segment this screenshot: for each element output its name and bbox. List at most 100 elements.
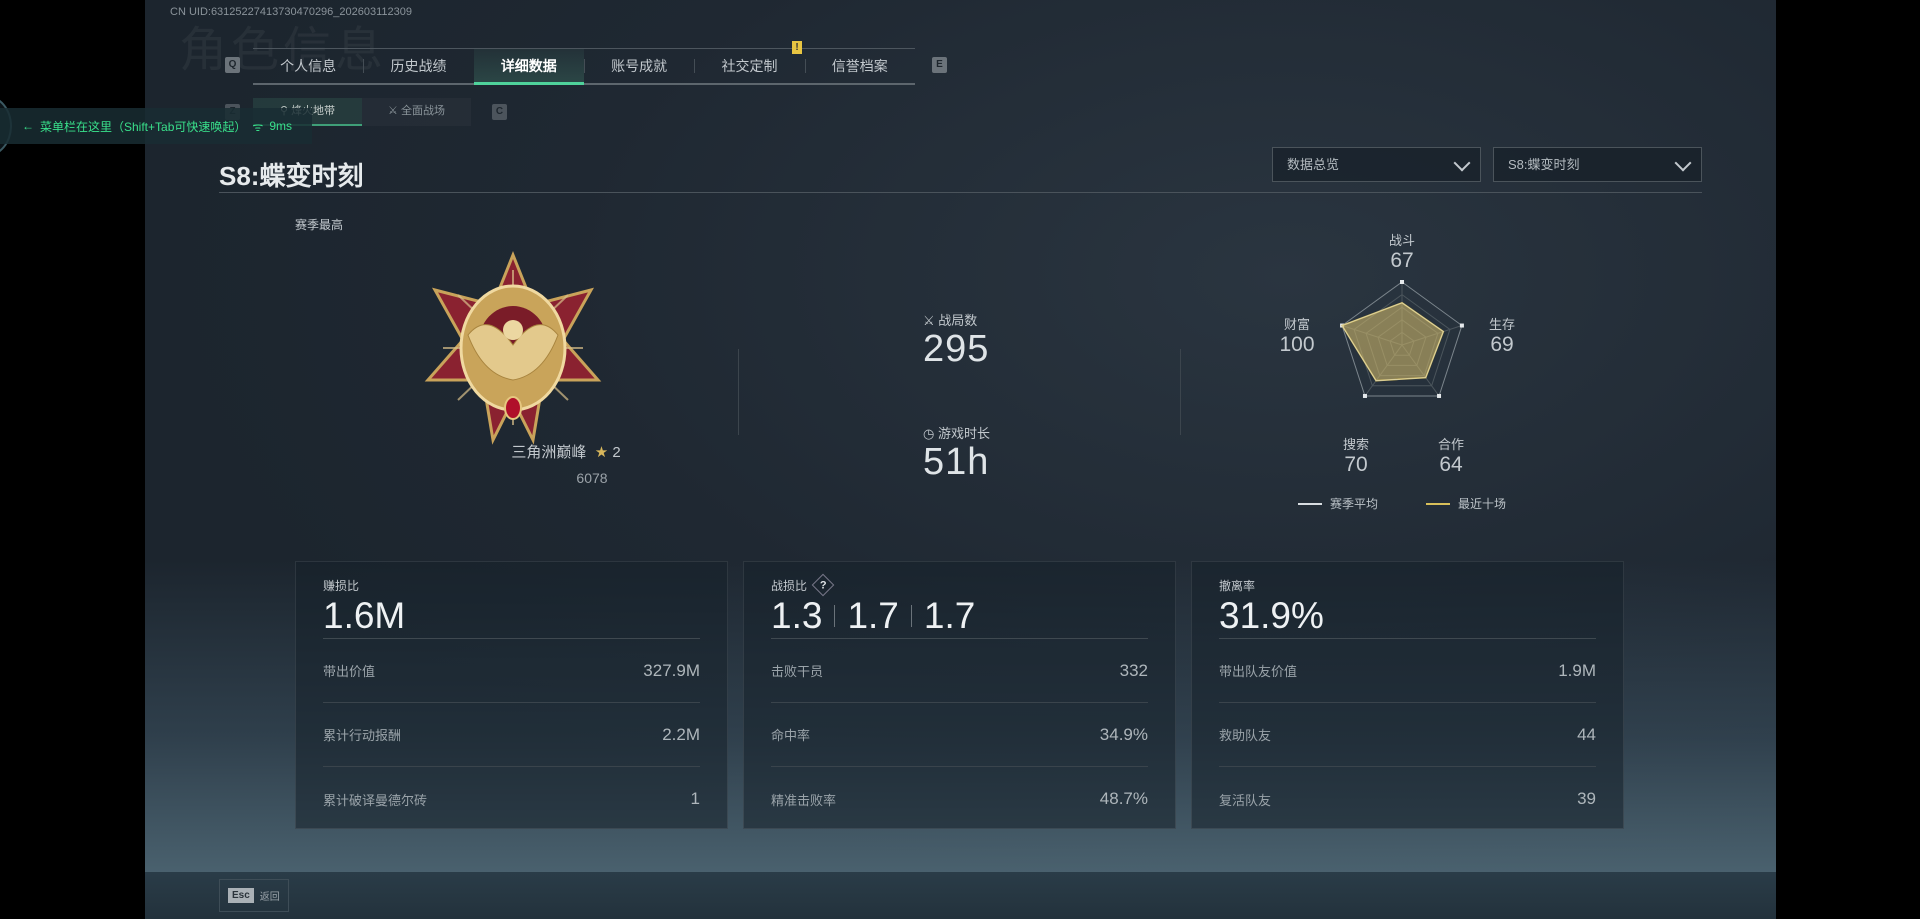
legend-label: 最近十场: [1458, 497, 1507, 511]
radar-chart: [1340, 280, 1464, 398]
bottom-bar: [145, 872, 1776, 919]
tab-personal-info[interactable]: 个人信息: [280, 58, 337, 74]
season-title: S8:蝶变时刻: [219, 161, 364, 191]
stat-row: 精准击败率 48.7%: [771, 767, 1148, 831]
radar-value-search: 70: [1344, 453, 1368, 476]
row-value: 2.2M: [662, 724, 700, 744]
card-main-value: 1.7: [923, 595, 976, 636]
tab-achievements[interactable]: 账号成就: [583, 49, 694, 83]
help-glyph: ?: [819, 578, 827, 591]
card-main-value: 1.3: [771, 595, 823, 636]
value-separator: [834, 605, 836, 627]
stat-row: 击败干员 332: [771, 639, 1148, 703]
radar-label-combat: 战斗: [1388, 233, 1415, 248]
card-label: 战损比: [771, 578, 808, 593]
legend-season-average: 赛季平均: [1298, 495, 1378, 512]
view-dropdown[interactable]: 数据总览: [1272, 147, 1481, 182]
row-label: 累计行动报酬: [323, 728, 402, 743]
card-main-value: 1.6M: [323, 595, 406, 636]
legend-swatch: [1298, 502, 1322, 505]
radar-grid-ring: [1341, 281, 1463, 397]
uid-text: CN UID:63125227413730470296_202603112309: [170, 6, 413, 18]
row-label: 精准击败率: [771, 792, 837, 808]
playtime-stat: ◷ 游戏时长 51h: [923, 423, 990, 482]
radar-label-search: 搜索: [1342, 437, 1369, 452]
next-tab-key-hint[interactable]: E: [932, 57, 947, 73]
row-label: 带出队友价值: [1219, 664, 1298, 679]
row-label: 复活队友: [1219, 792, 1272, 808]
card-main-value: 1.7: [847, 595, 899, 636]
radar-series-season-average: [1341, 302, 1444, 382]
radar-value-combat: 67: [1390, 249, 1414, 272]
matches-value: 295: [923, 328, 990, 370]
radar-label-wealth: 财富: [1283, 317, 1310, 332]
stat-row: 带出价值 327.9M: [323, 639, 700, 703]
radar-label-survival: 生存: [1488, 317, 1515, 332]
tab-detailed-data[interactable]: 详细数据: [473, 49, 584, 85]
radar-vertex-marker: [1459, 323, 1464, 328]
tab-social[interactable]: 社交定制: [694, 49, 804, 83]
crossed-swords-icon: ⚔: [923, 313, 935, 328]
legend-recent-ten: 最近十场: [1426, 495, 1506, 512]
divider: [1180, 349, 1181, 435]
back-label: 返回: [259, 892, 280, 903]
subtab-label: 全面战场: [400, 105, 445, 117]
main-tabs: 个人信息 历史战绩 详细数据 账号成就 社交定制 信誉档案: [253, 48, 915, 85]
radar-vertex-marker: [1400, 280, 1404, 284]
next-subtab-key-hint[interactable]: C: [492, 104, 507, 120]
rank-stars: 2: [612, 444, 621, 461]
radar-label-teamwork: 合作: [1437, 437, 1464, 452]
row-value: 1: [690, 789, 700, 808]
row-value: 48.7%: [1099, 789, 1148, 808]
row-label: 带出价值: [323, 664, 376, 679]
esc-key-hint: Esc: [228, 888, 254, 903]
wifi-icon: ᯤ: [252, 119, 264, 134]
card-label: 赚损比: [323, 578, 360, 593]
prev-tab-key-hint[interactable]: Q: [225, 57, 240, 73]
mode-icon: ⚔: [388, 105, 401, 117]
stat-row: 累计行动报酬 2.2M: [323, 703, 700, 767]
divider: [738, 349, 739, 435]
extraction-rate-card: 撤离率 31.9% 带出队友价值 1.9M 救助队友 44 复活队友 39: [1191, 561, 1624, 829]
card-label: 撤离率: [1219, 578, 1256, 593]
stat-row: 复活队友 39: [1219, 767, 1596, 831]
chevron-down-icon: [1453, 154, 1471, 172]
game-screen: 角色信息 CN UID:63125227413730470296_2026031…: [145, 0, 1776, 919]
playtime-label: 游戏时长: [937, 426, 990, 441]
back-button[interactable]: Esc 返回: [219, 879, 289, 912]
ping-value: 9ms: [269, 119, 293, 133]
menu-hint-banner[interactable]: ← 菜单栏在这里（Shift+Tab可快速唤起） ᯤ 9ms: [0, 108, 312, 144]
dropdown-value: S8:蝶变时刻: [1508, 157, 1580, 172]
menu-hint-text: 菜单栏在这里（Shift+Tab可快速唤起）: [40, 119, 247, 134]
row-value: 332: [1119, 660, 1148, 680]
radar-value-survival: 69: [1490, 333, 1514, 356]
rank-name-text: 三角洲巅峰: [511, 444, 587, 461]
row-value: 34.9%: [1099, 724, 1148, 744]
legend-label: 赛季平均: [1330, 497, 1379, 511]
matches-stat: ⚔ 战局数 295: [923, 310, 989, 369]
help-icon[interactable]: ?: [811, 573, 835, 597]
legend-swatch: [1426, 502, 1451, 505]
chevron-down-icon: [1674, 154, 1692, 172]
playtime-value: 51h: [923, 441, 990, 483]
row-label: 累计破译曼德尔砖: [323, 792, 428, 808]
matches-label: 战局数: [938, 313, 978, 328]
radar-value-wealth: 100: [1279, 333, 1315, 356]
radar-vertex-marker: [1437, 393, 1442, 398]
star-icon: ★: [594, 444, 609, 461]
season-best-label: 赛季最高: [295, 218, 344, 232]
tab-history[interactable]: 历史战绩: [363, 49, 473, 83]
tab-credit[interactable]: 信誉档案: [804, 49, 915, 83]
stat-row: 带出队友价值 1.9M: [1219, 639, 1596, 703]
season-dropdown[interactable]: S8:蝶变时刻: [1493, 147, 1702, 182]
row-value: 39: [1577, 789, 1596, 808]
row-label: 救助队友: [1219, 728, 1272, 743]
rank-name: 三角洲巅峰 ★ 2: [441, 441, 691, 462]
subtab-warfare[interactable]: ⚔ 全面战场: [362, 98, 471, 126]
dropdown-value: 数据总览: [1287, 157, 1340, 172]
row-label: 命中率: [771, 728, 811, 743]
radar-legend: 赛季平均 最近十场: [1298, 495, 1506, 512]
stat-row: 命中率 34.9%: [771, 703, 1148, 767]
kd-ratio-card: 战损比? 1.3 1.7 1.7 击败干员 332 命中率 34.9% 精准击败率 48.…: [743, 561, 1176, 829]
arrow-left-icon: ←: [22, 119, 34, 133]
